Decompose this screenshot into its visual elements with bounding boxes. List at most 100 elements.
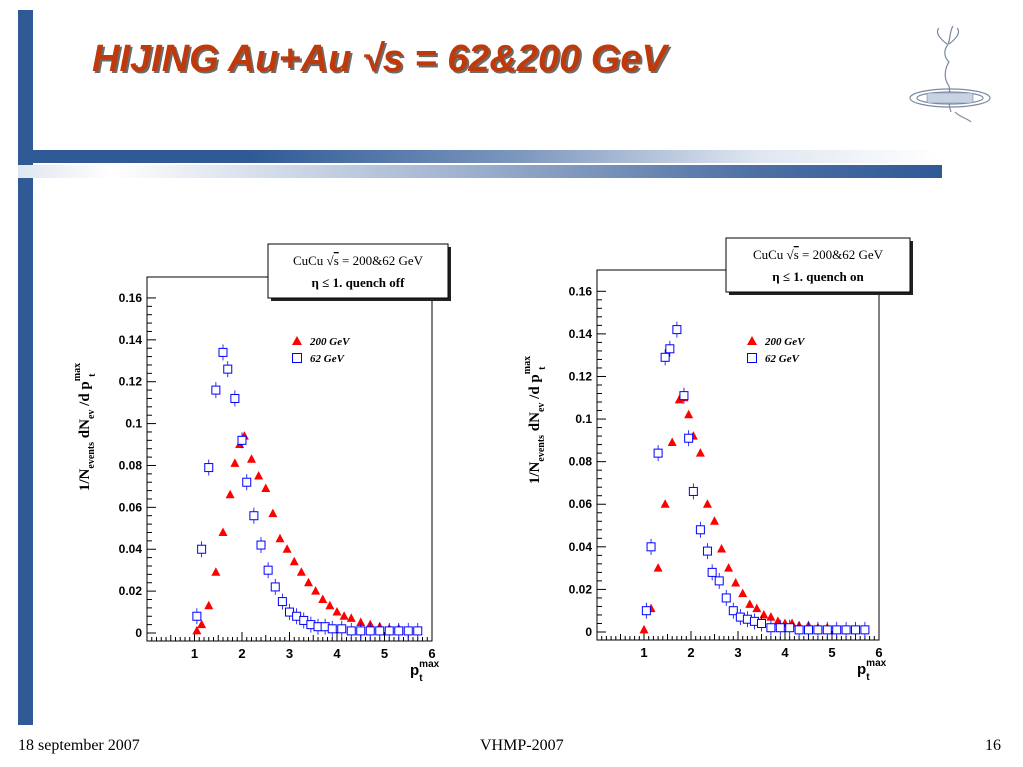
- data-point-200gev: [225, 489, 235, 499]
- data-point-200gev: [702, 499, 712, 508]
- data-point-62gev: [785, 623, 795, 633]
- data-point-200gev: [304, 577, 313, 587]
- data-point-200gev: [356, 617, 366, 627]
- data-point-62gev: [794, 625, 804, 635]
- data-point-200gev: [318, 594, 328, 603]
- data-point-200gev: [311, 586, 321, 595]
- x-tick-label: 3: [734, 645, 741, 660]
- data-point-200gev: [204, 600, 214, 610]
- data-point-200gev: [211, 567, 221, 576]
- y-tick-label: 0.08: [569, 455, 593, 469]
- legend-label: 200 GeV: [764, 336, 806, 348]
- info-box: [725, 237, 911, 293]
- footer-conference: VHMP-2007: [480, 737, 564, 754]
- y-axis-label: 1/Nevents dNev /d pmax t: [72, 363, 98, 491]
- data-point-200gev: [325, 600, 335, 610]
- data-point-200gev: [192, 625, 202, 635]
- info-box-line2: η ≤ 1. quench on: [772, 269, 864, 284]
- data-point-62gev: [270, 582, 280, 592]
- data-point-62gev: [695, 525, 705, 535]
- data-point-62gev: [256, 540, 266, 550]
- data-point-200gev: [684, 409, 694, 419]
- data-point-62gev: [211, 385, 221, 395]
- data-point-62gev: [804, 625, 813, 635]
- data-point-200gev: [346, 613, 356, 622]
- y-tick-label: 0.04: [119, 542, 143, 556]
- data-point-200gev: [738, 588, 748, 598]
- info-box-line1: CuCu √s = 200&62 GeV: [293, 253, 424, 268]
- data-point-200gev: [268, 508, 278, 518]
- header-gradient-band-top: [18, 150, 942, 163]
- data-point-62gev: [263, 565, 273, 575]
- x-tick-label: 2: [238, 646, 245, 661]
- data-point-62gev: [679, 391, 689, 401]
- data-point-62gev: [365, 626, 375, 636]
- data-point-62gev: [403, 626, 413, 636]
- data-point-200gev: [218, 527, 228, 536]
- data-point-200gev: [275, 533, 285, 543]
- info-box-line2: η ≤ 1. quench off: [312, 275, 406, 290]
- data-point-62gev: [660, 352, 670, 362]
- data-point-200gev: [197, 619, 207, 629]
- data-point-200gev: [724, 563, 734, 572]
- left-accent-bar: [18, 10, 33, 725]
- x-tick-label: 4: [781, 645, 789, 660]
- data-point-200gev: [289, 556, 299, 566]
- y-tick-label: 0.16: [569, 284, 593, 298]
- x-tick-label: 6: [875, 645, 882, 660]
- y-tick-label: 0.1: [125, 417, 142, 431]
- data-point-62gev: [327, 624, 337, 634]
- legend-marker-square: [292, 353, 302, 363]
- data-point-62gev: [204, 463, 214, 473]
- x-axis-label: pmax t: [857, 658, 887, 683]
- x-tick-label: 3: [286, 646, 293, 661]
- data-point-62gev: [337, 624, 347, 634]
- legend-marker-square: [747, 353, 757, 363]
- data-point-62gev: [841, 625, 851, 635]
- data-point-62gev: [860, 625, 870, 635]
- data-point-62gev: [728, 606, 738, 616]
- y-axis-label: 1/Nevents dNev /d pmax t: [522, 356, 548, 484]
- data-point-200gev: [695, 448, 705, 457]
- data-point-62gev: [646, 542, 656, 552]
- chart-quench-off: 0 0.02 0.04 0.06 0.08 0.1 0.12 0.14 0.16 1 2 3 4 5 6pm…: [72, 243, 451, 684]
- institute-logo-icon: [909, 25, 991, 123]
- legend-marker-triangle: [747, 336, 757, 345]
- data-point-62gev: [394, 626, 404, 636]
- y-tick-label: 0.02: [119, 584, 143, 598]
- data-point-200gev: [230, 458, 240, 467]
- data-point-200gev: [766, 612, 776, 621]
- x-tick-label: 6: [428, 646, 435, 661]
- data-point-200gev: [717, 543, 727, 553]
- data-point-200gev: [710, 516, 719, 525]
- data-point-62gev: [665, 344, 675, 354]
- y-tick-label: 0.12: [569, 369, 593, 383]
- data-point-62gev: [832, 625, 842, 635]
- data-point-62gev: [688, 486, 698, 496]
- data-point-200gev: [282, 544, 292, 553]
- data-point-62gev: [707, 567, 717, 577]
- data-point-62gev: [384, 626, 394, 636]
- data-point-62gev: [813, 625, 823, 635]
- data-point-62gev: [766, 623, 776, 633]
- y-tick-label: 0.06: [569, 497, 593, 511]
- data-point-200gev: [296, 567, 306, 576]
- data-point-62gev: [721, 593, 731, 603]
- data-point-200gev: [674, 394, 684, 404]
- data-point-62gev: [851, 625, 860, 635]
- data-point-200gev: [639, 624, 649, 634]
- data-point-62gev: [346, 626, 356, 636]
- y-tick-label: 0.02: [569, 582, 593, 596]
- legend-marker-triangle: [292, 336, 302, 345]
- data-point-200gev: [247, 454, 256, 463]
- data-point-62gev: [413, 626, 423, 636]
- data-point-200gev: [667, 437, 677, 446]
- x-tick-label: 4: [333, 646, 341, 661]
- header-gradient-band-bottom: [18, 165, 942, 178]
- y-tick-label: 0.1: [575, 412, 592, 426]
- info-box: [267, 243, 449, 299]
- data-point-62gev: [356, 626, 366, 636]
- data-point-62gev: [230, 393, 240, 403]
- data-point-62gev: [197, 544, 207, 554]
- data-point-62gev: [218, 347, 228, 357]
